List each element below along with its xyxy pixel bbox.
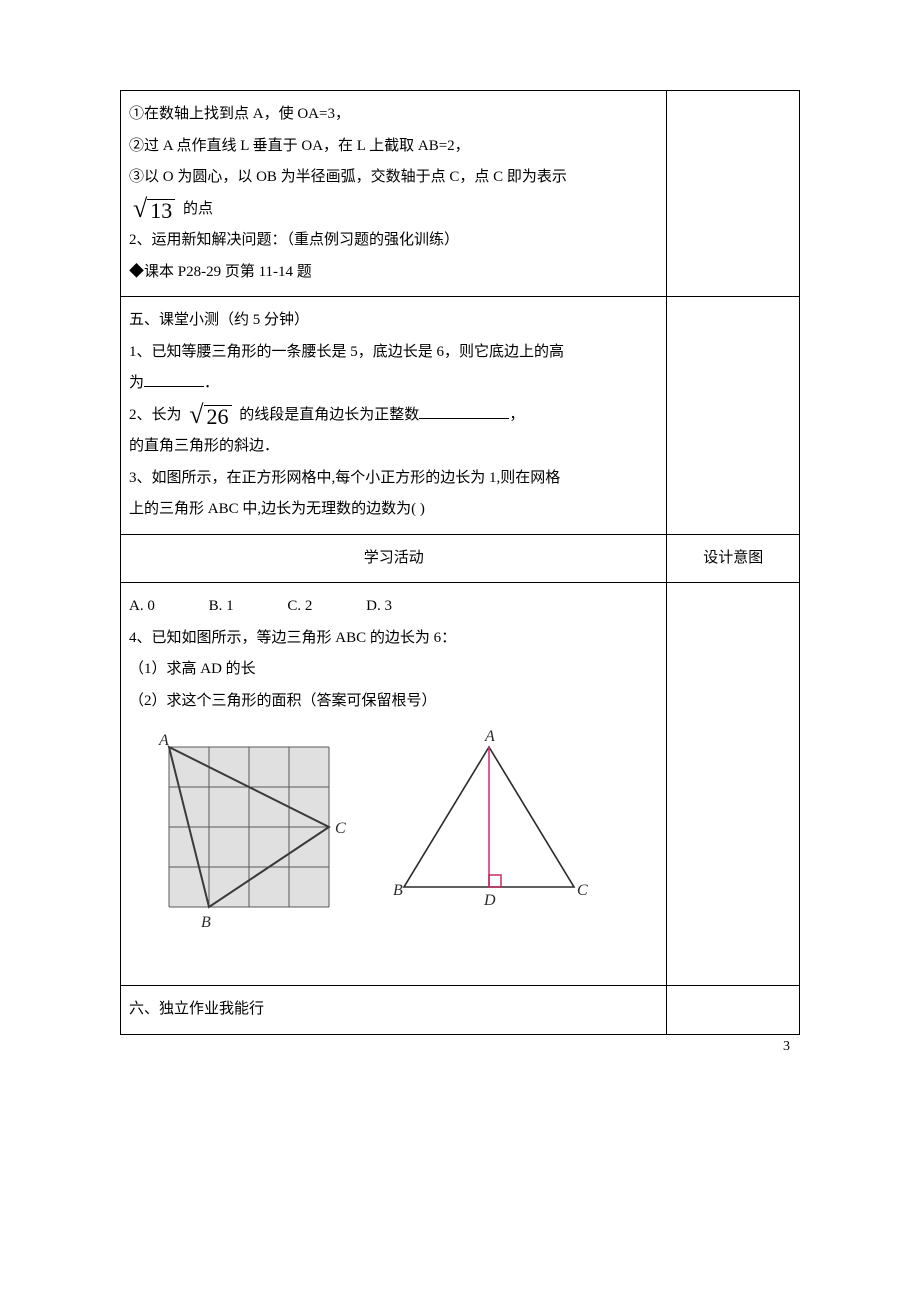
opt-c: C. 2: [287, 591, 312, 623]
q1-suffix: ．: [204, 375, 219, 391]
q2-tail: ，: [509, 407, 524, 423]
right-angle-icon: [489, 875, 501, 887]
row-section-1: ①在数轴上找到点 A，使 OA=3， ②过 A 点作直线 L 垂直于 OA，在 …: [121, 91, 800, 297]
cell-sec2-intent: [667, 297, 800, 535]
opt-a: A. 0: [129, 591, 155, 623]
label-A: A: [158, 732, 169, 749]
q2-line2: 的直角三角形的斜边．: [129, 431, 658, 463]
header-left: 学习活动: [121, 534, 667, 583]
figures-row: A C B A B C D: [149, 727, 658, 947]
row-header: 学习活动 设计意图: [121, 534, 800, 583]
step-3: ③以 O 为圆心，以 OB 为半径画弧，交数轴于点 C，点 C 即为表示: [129, 162, 658, 194]
cell-sec4-intent: [667, 986, 800, 1035]
step-3-tail: 的点: [183, 201, 213, 217]
q1-line2: 为．: [129, 368, 658, 400]
sec2-title: 五、课堂小测（约 5 分钟）: [129, 305, 658, 337]
opt-b: B. 1: [209, 591, 234, 623]
label-C: C: [335, 820, 346, 837]
apply-title: 2、运用新知解决问题：（重点例习题的强化训练）: [129, 225, 658, 257]
cell-sec3-intent: [667, 583, 800, 986]
cell-sec2-content: 五、课堂小测（约 5 分钟） 1、已知等腰三角形的一条腰长是 5，底边长是 6，…: [121, 297, 667, 535]
radical-icon: √: [133, 196, 147, 222]
page-number: 3: [783, 1039, 790, 1055]
page: ①在数轴上找到点 A，使 OA=3， ②过 A 点作直线 L 垂直于 OA，在 …: [0, 0, 920, 1075]
q2-prefix: 2、长为: [129, 407, 182, 423]
header-right: 设计意图: [667, 534, 800, 583]
label-B: B: [201, 914, 211, 931]
label-B2: B: [393, 882, 403, 899]
figure-equilateral-triangle: A B C D: [389, 727, 589, 917]
row-section-2: 五、课堂小测（约 5 分钟） 1、已知等腰三角形的一条腰长是 5，底边长是 6，…: [121, 297, 800, 535]
q1-prefix: 为: [129, 375, 144, 391]
blank-q1: [144, 371, 204, 387]
sec4-title: 六、独立作业我能行: [129, 994, 658, 1026]
q1-line1: 1、已知等腰三角形的一条腰长是 5，底边长是 6，则它底边上的高: [129, 337, 658, 369]
sqrt-13: √13: [133, 196, 175, 222]
cell-sec3-content: A. 0 B. 1 C. 2 D. 3 4、已知如图所示，等边三角形 ABC 的…: [121, 583, 667, 986]
sqrt-26: √26: [189, 402, 231, 428]
row-section-3: A. 0 B. 1 C. 2 D. 3 4、已知如图所示，等边三角形 ABC 的…: [121, 583, 800, 986]
radical-icon: √: [189, 402, 203, 428]
q3-line2: 上的三角形 ABC 中,边长为无理数的边数为( ): [129, 494, 658, 526]
step-2: ②过 A 点作直线 L 垂直于 OA，在 L 上截取 AB=2，: [129, 131, 658, 163]
label-C2: C: [577, 882, 588, 899]
blank-q2: [419, 403, 509, 419]
cell-sec4-content: 六、独立作业我能行: [121, 986, 667, 1035]
q3-line1: 3、如图所示，在正方形网格中,每个小正方形的边长为 1,则在网格: [129, 463, 658, 495]
q4-line1: 4、已知如图所示，等边三角形 ABC 的边长为 6：: [129, 623, 658, 655]
opt-d: D. 3: [366, 591, 392, 623]
q4-line2: （1）求高 AD 的长: [129, 654, 658, 686]
q3-options: A. 0 B. 1 C. 2 D. 3: [129, 591, 658, 623]
main-table: ①在数轴上找到点 A，使 OA=3， ②过 A 点作直线 L 垂直于 OA，在 …: [120, 90, 800, 1035]
step-1: ①在数轴上找到点 A，使 OA=3，: [129, 99, 658, 131]
label-A2: A: [484, 728, 495, 745]
textbook-ref: ◆课本 P28-29 页第 11-14 题: [129, 257, 658, 289]
q2-line1: 2、长为 √26 的线段是直角边长为正整数 ，: [129, 400, 658, 432]
label-D: D: [483, 892, 496, 909]
cell-sec1-intent: [667, 91, 800, 297]
figure-grid-triangle: A C B: [149, 727, 349, 947]
q2-mid: 的线段是直角边长为正整数: [239, 407, 419, 423]
row-section-4: 六、独立作业我能行: [121, 986, 800, 1035]
cell-sec1-content: ①在数轴上找到点 A，使 OA=3， ②过 A 点作直线 L 垂直于 OA，在 …: [121, 91, 667, 297]
step-3-cont: √13 的点: [129, 194, 658, 226]
q4-line3: （2）求这个三角形的面积（答案可保留根号）: [129, 686, 658, 718]
